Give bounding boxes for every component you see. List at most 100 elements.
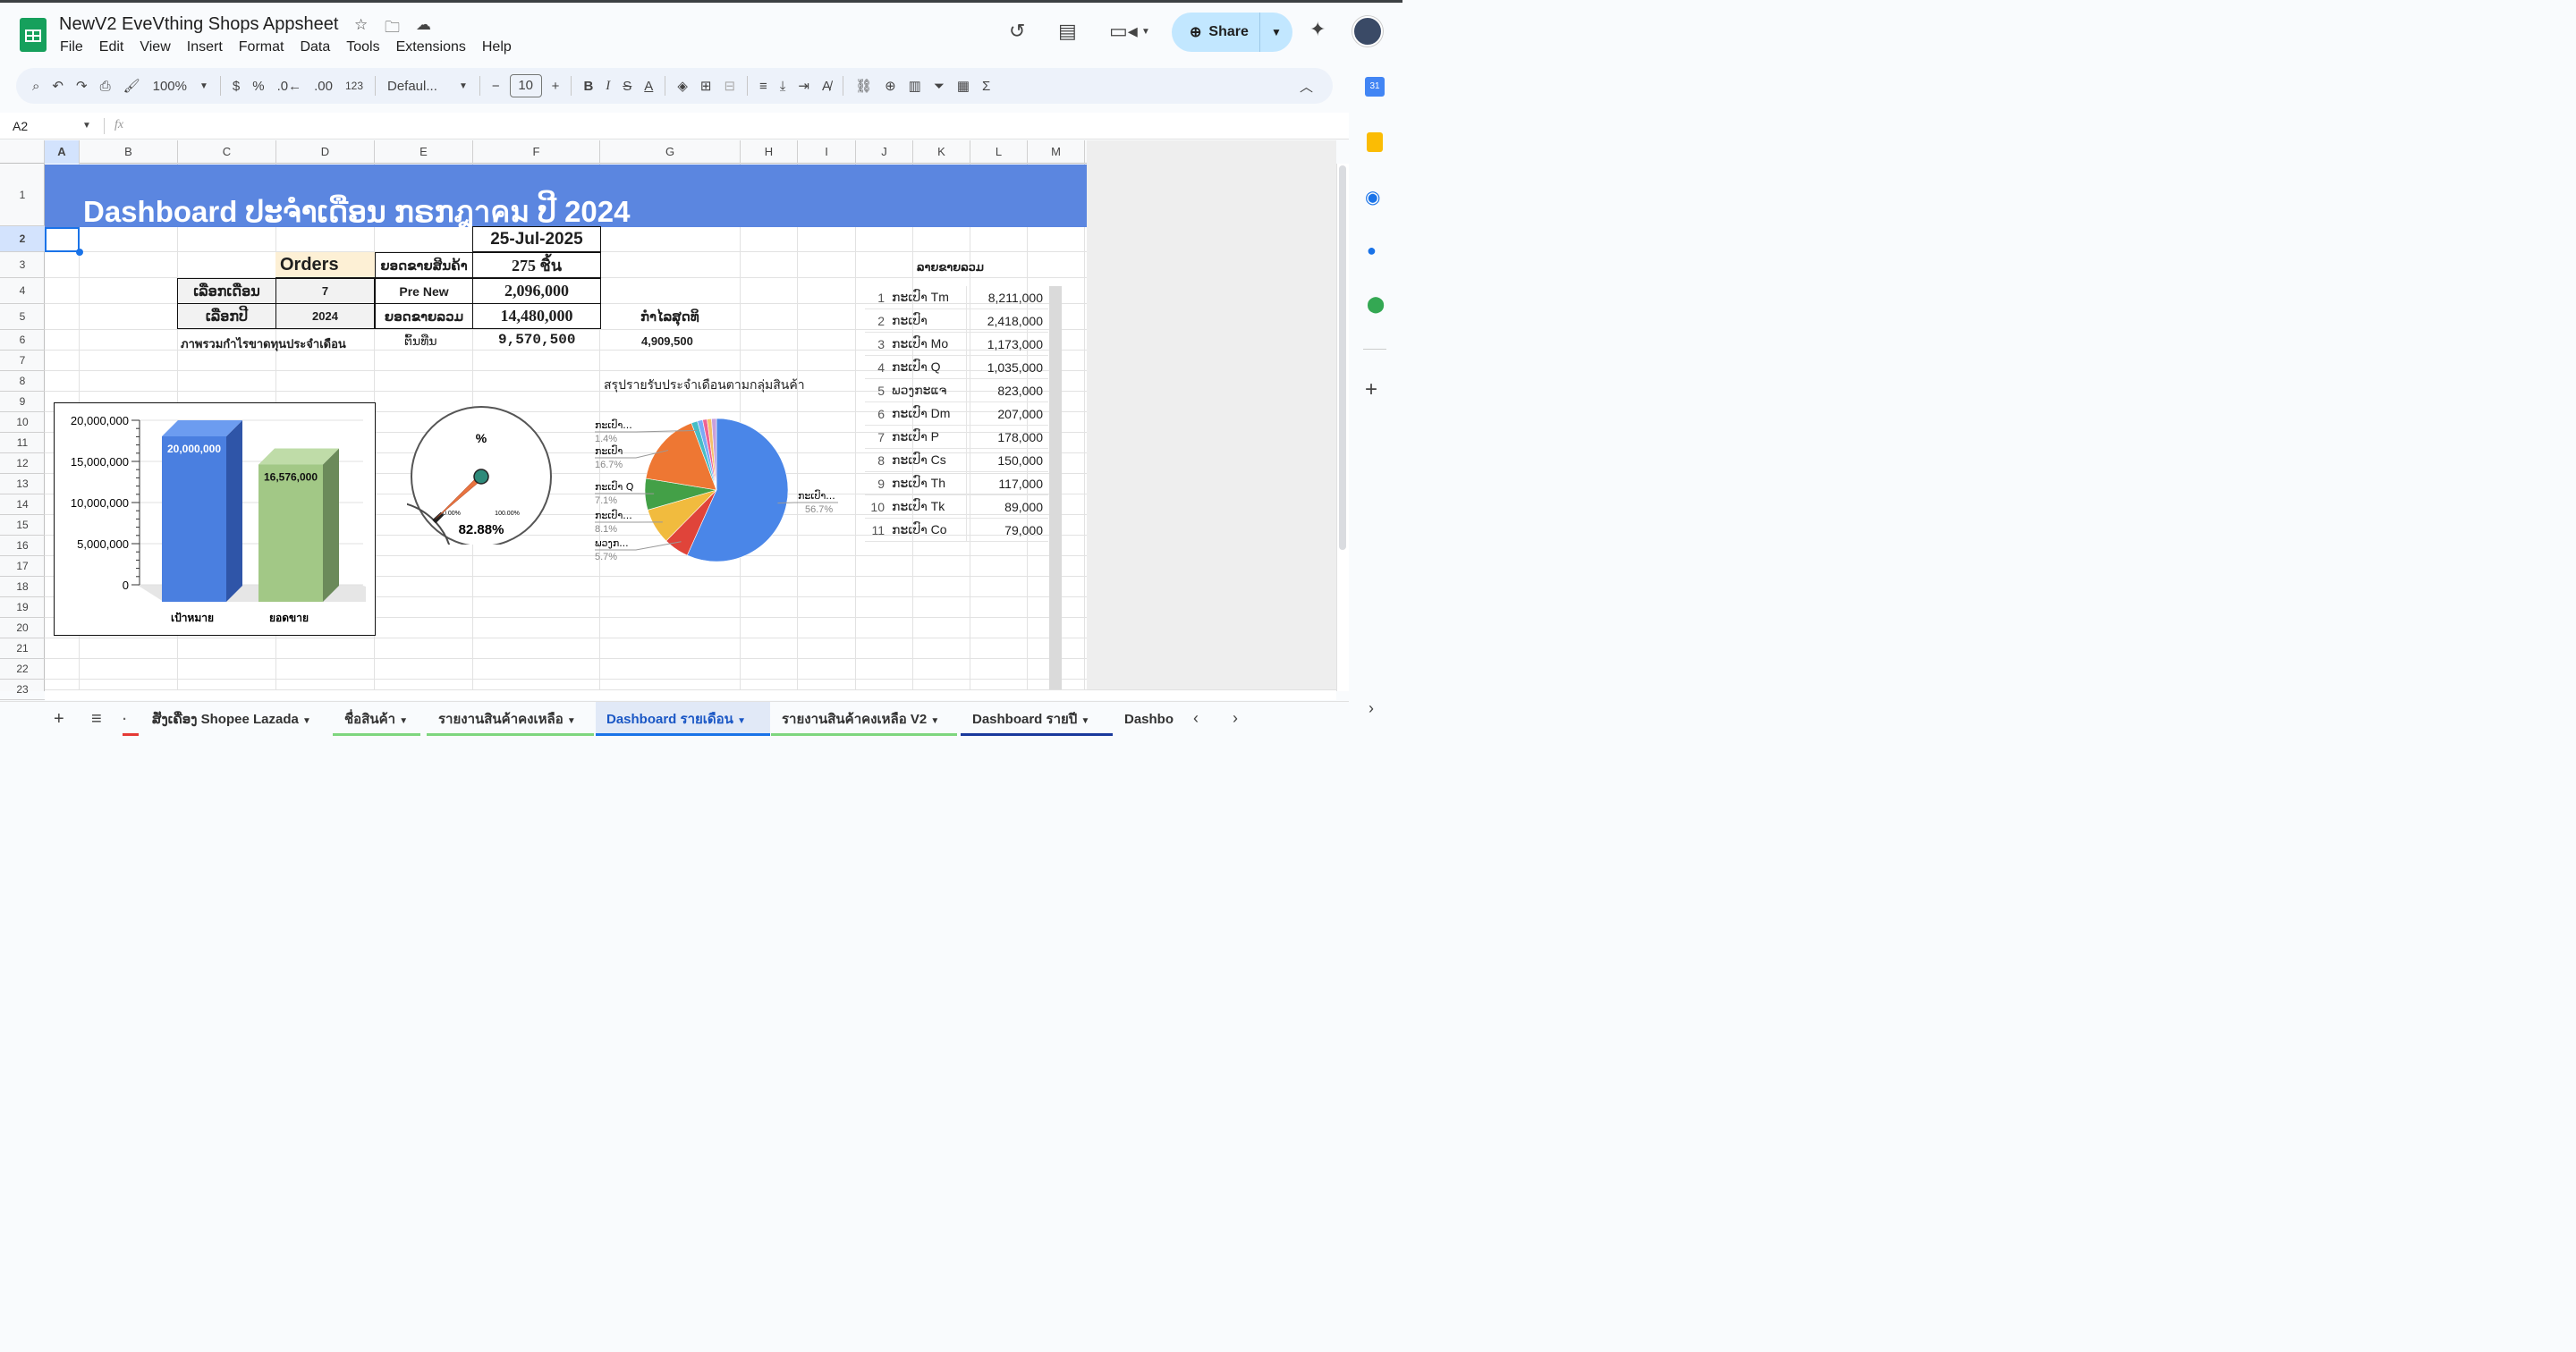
tab-dashboard-monthly[interactable]: Dashboard รายเดือน ▼	[606, 702, 746, 736]
decrease-decimal-button[interactable]: .0←	[276, 78, 302, 94]
contacts-icon[interactable]: ●	[1367, 241, 1377, 259]
font-size-input[interactable]: 10	[509, 74, 542, 97]
tab-menu-icon[interactable]: ▼	[302, 716, 311, 726]
column-header-A[interactable]: A	[45, 140, 80, 164]
text-color-icon[interactable]: A	[644, 78, 654, 94]
fill-color-icon[interactable]: ◈	[677, 79, 688, 94]
orders-label[interactable]: Orders	[275, 252, 375, 278]
horizontal-scrollbar[interactable]	[45, 689, 1336, 700]
menu-format[interactable]: Format	[238, 39, 284, 55]
name-box[interactable]: A2	[13, 119, 29, 133]
text-rotation-icon[interactable]: A̸	[822, 78, 832, 94]
scroll-tabs-left-icon[interactable]: ‹	[1193, 709, 1199, 727]
menu-view[interactable]: View	[140, 39, 171, 55]
ranking-row[interactable]: 9 ກະເປົາ Th 117,000	[865, 471, 1048, 495]
select-year-value[interactable]: 2024	[275, 303, 375, 329]
zoom-dropdown-icon[interactable]: ▼	[199, 80, 208, 91]
row-header-15[interactable]: 15	[0, 515, 45, 536]
row-header-9[interactable]: 9	[0, 392, 45, 412]
column-header-L[interactable]: L	[970, 140, 1028, 164]
column-header-I[interactable]: I	[798, 140, 856, 164]
column-header-H[interactable]: H	[741, 140, 798, 164]
row-header-1[interactable]: 1	[0, 164, 45, 226]
menu-extensions[interactable]: Extensions	[395, 39, 466, 55]
select-month-label[interactable]: ເລືອກເດືອນ	[177, 278, 276, 304]
bar-chart[interactable]: 20,000,000 15,000,000 10,000,000 5,000,000 0…	[54, 402, 376, 636]
menu-data[interactable]: Data	[300, 39, 331, 55]
insert-comment-icon[interactable]: ⊕	[885, 79, 896, 94]
row-header-4[interactable]: 4	[0, 278, 45, 304]
menu-tools[interactable]: Tools	[346, 39, 380, 55]
tab-menu-icon[interactable]: ▼	[737, 716, 746, 726]
row-header-23[interactable]: 23	[0, 680, 45, 700]
print-icon[interactable]: ⎙	[99, 78, 111, 94]
ranking-row[interactable]: 6 ກະເປົາ Dm 207,000	[865, 401, 1048, 426]
column-header-B[interactable]: B	[80, 140, 178, 164]
currency-format-button[interactable]: $	[232, 78, 241, 94]
row-header-16[interactable]: 16	[0, 536, 45, 556]
font-select[interactable]: Defaul...	[387, 78, 437, 94]
font-size-increase-button[interactable]: +	[551, 78, 560, 94]
date-cell[interactable]: 25-Jul-2025	[472, 226, 601, 252]
undo-icon[interactable]: ↶	[52, 79, 64, 94]
select-year-label[interactable]: ເລືອກປີ	[177, 303, 276, 329]
borders-icon[interactable]: ⊞	[699, 79, 712, 94]
ranking-row[interactable]: 3 ກະເປົາ Mo 1,173,000	[865, 332, 1048, 356]
document-title[interactable]: NewV2 EveVthing Shops Appsheet	[59, 14, 339, 34]
column-header-K[interactable]: K	[913, 140, 970, 164]
selected-cell-a2[interactable]	[45, 227, 80, 252]
total-sales-label[interactable]: ຍອດຂາຍລວມ	[375, 303, 473, 329]
version-history-icon[interactable]: ↺	[1009, 20, 1026, 42]
comments-icon[interactable]: ▤	[1058, 20, 1077, 42]
vertical-align-icon[interactable]: ⤓	[779, 78, 786, 94]
ranking-row[interactable]: 1 ກະເປົາ Tm 8,211,000	[865, 285, 1048, 309]
tab-menu-icon[interactable]: ▼	[399, 716, 409, 726]
row-header-17[interactable]: 17	[0, 556, 45, 577]
collapse-toolbar-icon[interactable]: ︿	[1299, 79, 1313, 95]
column-header-F[interactable]: F	[473, 140, 600, 164]
row-header-13[interactable]: 13	[0, 474, 45, 494]
column-header-C[interactable]: C	[178, 140, 276, 164]
select-all-corner[interactable]	[0, 140, 45, 164]
menu-file[interactable]: File	[60, 39, 83, 55]
row-header-12[interactable]: 12	[0, 453, 45, 474]
tab-product-names[interactable]: ชื่อสินค้า ▼	[344, 702, 408, 736]
ranking-row[interactable]: 4 ກະເປົາ Q 1,035,000	[865, 355, 1048, 379]
filter-icon[interactable]: ⏷	[933, 78, 945, 94]
pre-new-label[interactable]: Pre New	[375, 278, 473, 304]
formula-input[interactable]	[143, 119, 1306, 135]
font-dropdown-icon[interactable]: ▼	[459, 80, 468, 91]
row-header-19[interactable]: 19	[0, 597, 45, 618]
functions-icon[interactable]: Σ	[982, 78, 991, 94]
get-addons-icon[interactable]: +	[1365, 377, 1378, 401]
meet-camera-icon[interactable]: ▭◂	[1109, 20, 1138, 42]
menu-help[interactable]: Help	[481, 39, 512, 55]
total-sales-value[interactable]: 14,480,000	[472, 303, 601, 329]
ranking-row[interactable]: 7 ກະເປົາ P 178,000	[865, 425, 1048, 449]
row-header-8[interactable]: 8	[0, 371, 45, 392]
ranking-row[interactable]: 5 ພວງກະແຈ 823,000	[865, 378, 1048, 402]
tab-shopee-lazada[interactable]: ສັ່ງເຄື່ອງ Shopee Lazada ▼	[152, 702, 311, 736]
avatar[interactable]	[1352, 16, 1383, 46]
zoom-select[interactable]: 100%	[152, 78, 187, 94]
pie-chart[interactable]: ກະເປົາ... 56.7% ພວງກ... 5.7% ກະເປົາ... 8.1% ກະ…	[590, 398, 850, 577]
fill-handle[interactable]	[76, 249, 83, 256]
select-month-value[interactable]: 7	[275, 278, 375, 304]
row-header-6[interactable]: 6	[0, 330, 45, 351]
tab-inventory-report-v2[interactable]: รายงานสินค้าคงเหลือ V2 ▼	[782, 702, 939, 736]
sheets-logo-icon[interactable]	[20, 18, 47, 52]
calendar-icon[interactable]: 31	[1365, 77, 1385, 97]
horizontal-align-icon[interactable]: ≡	[759, 78, 767, 94]
filter-views-icon[interactable]: ▦	[956, 79, 970, 94]
row-header-2[interactable]: 2	[0, 226, 45, 252]
tab-menu-icon[interactable]: ▼	[930, 716, 940, 726]
tab-dashboard-yearly[interactable]: Dashboard รายปี ▼	[972, 702, 1089, 736]
menu-insert[interactable]: Insert	[186, 39, 223, 55]
row-header-3[interactable]: 3	[0, 252, 45, 278]
pre-new-value[interactable]: 2,096,000	[472, 278, 601, 304]
scroll-tabs-right-icon[interactable]: ›	[1233, 709, 1238, 727]
vertical-scroll-thumb[interactable]	[1339, 165, 1346, 550]
insert-link-icon[interactable]: ⛓	[855, 79, 873, 94]
column-header-J[interactable]: J	[856, 140, 913, 164]
sales-qty-label[interactable]: ຍອດຂາຍສິນຄ້າ	[375, 252, 473, 278]
